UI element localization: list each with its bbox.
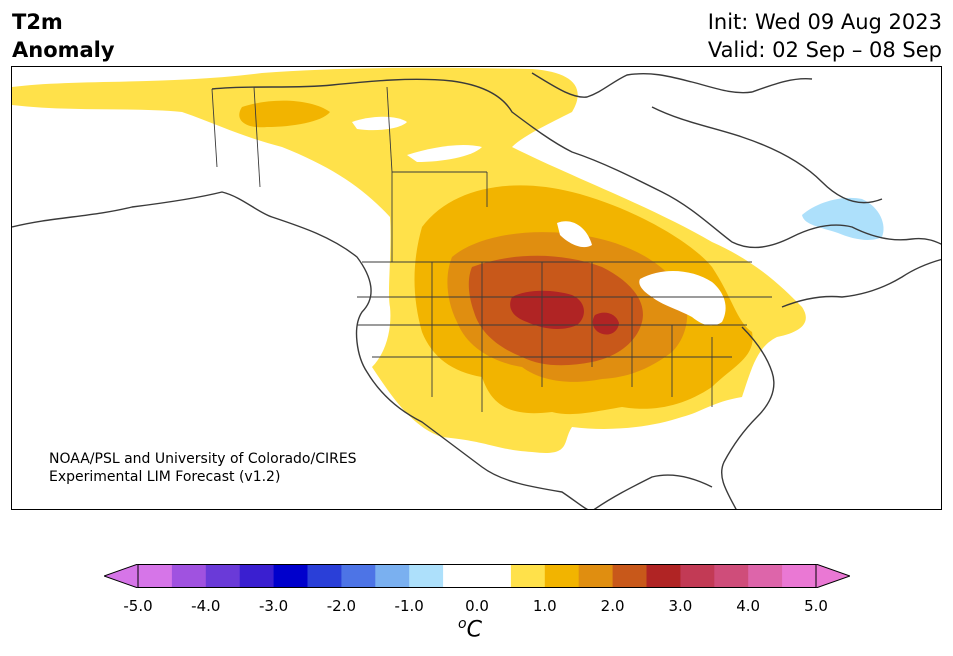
colorbar	[104, 564, 850, 588]
anomaly-fill-1.0	[239, 100, 330, 128]
colorbar-cell	[612, 564, 647, 588]
colorbar-cells	[138, 564, 817, 588]
colorbar-cell	[307, 564, 342, 588]
colorbar-cell	[239, 564, 275, 588]
colorbar-tick-label: -4.0	[191, 597, 221, 615]
colorbar-tick-label: 2.0	[600, 597, 625, 615]
unit-main: C	[466, 617, 482, 643]
colorbar-tick-label: -3.0	[258, 597, 289, 615]
colorbar-tick-label: 3.0	[668, 597, 693, 615]
colorbar-cell	[477, 564, 512, 588]
map-title: T2m Anomaly	[12, 8, 115, 64]
title-line2: Anomaly	[12, 38, 115, 62]
lake	[407, 144, 482, 162]
colorbar-cell	[138, 564, 173, 588]
forecast-dates: Init: Wed 09 Aug 2023 Valid: 02 Sep – 08…	[708, 8, 942, 64]
colorbar-cell	[544, 564, 580, 588]
colorbar-cell	[409, 564, 444, 588]
colorbar-tick-label: 0.0	[465, 597, 489, 615]
colorbar-unit: oC	[458, 616, 482, 642]
credit-text: NOAA/PSL and University of Colorado/CIRE…	[49, 450, 357, 486]
anomaly-fill-2.5	[510, 290, 584, 329]
coastlines	[12, 72, 941, 509]
lake	[557, 221, 592, 248]
anomaly-fill-2.5	[592, 312, 619, 335]
anomaly-map-svg	[12, 67, 941, 509]
political-borders	[211, 86, 772, 412]
colorbar-cell	[578, 564, 614, 588]
great-lakes	[639, 271, 726, 326]
colorbar-cell	[714, 564, 749, 588]
title-line1: T2m	[12, 10, 63, 34]
colorbar-cell	[341, 564, 376, 588]
anomaly-map	[11, 66, 942, 510]
colorbar-cell	[205, 564, 241, 588]
valid-date: Valid: 02 Sep – 08 Sep	[707, 38, 942, 62]
colorbar-cell	[510, 564, 546, 588]
colorbar-tick-label: 5.0	[804, 597, 828, 615]
colorbar-arrow-left	[104, 564, 139, 588]
colorbar-cell	[443, 564, 478, 588]
colorbar-cell	[680, 564, 715, 588]
colorbar-tick-label: -1.0	[394, 597, 424, 615]
colorbar-tick-label: -2.0	[326, 597, 357, 615]
init-date: Init: Wed 09 Aug 2023	[707, 10, 942, 34]
colorbar-cell	[782, 564, 817, 588]
colorbar-tick-label: 4.0	[736, 597, 761, 615]
colorbar-cell	[748, 564, 783, 588]
colorbar-cell	[273, 564, 308, 588]
credit-line2: Experimental LIM Forecast (v1.2)	[49, 469, 281, 485]
colorbar-cell	[375, 564, 410, 588]
colorbar-arrow-right	[815, 564, 850, 588]
unit-superscript: o	[458, 616, 467, 632]
credit-line1: NOAA/PSL and University of Colorado/CIRE…	[49, 451, 357, 467]
anomaly-fill-cold	[802, 197, 884, 240]
colorbar-tick-label: -5.0	[123, 597, 153, 615]
lake	[352, 116, 407, 131]
colorbar-tick-label: 1.0	[532, 597, 557, 615]
colorbar-cell	[646, 564, 681, 588]
colorbar-cell	[171, 564, 207, 588]
